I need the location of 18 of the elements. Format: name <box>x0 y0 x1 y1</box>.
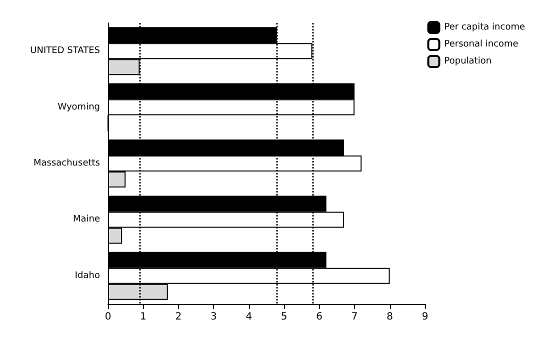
y-tick-label: Maine <box>72 214 100 225</box>
x-tick-label: 0 <box>104 312 112 322</box>
x-tick-label: 6 <box>316 312 323 322</box>
x-tick-label: 9 <box>422 312 428 322</box>
x-tick-label: 4 <box>246 312 252 322</box>
x-tick-label: 7 <box>351 312 358 322</box>
y-tick-label: UNITED STATES <box>30 46 100 56</box>
legend-label: Per capita income <box>444 22 526 32</box>
y-tick-label: Massachusetts <box>33 158 100 168</box>
legend-label: Personal income <box>444 40 519 50</box>
x-tick-label: 8 <box>386 312 393 322</box>
x-tick-label: 5 <box>280 312 288 322</box>
x-tick-label: 1 <box>140 312 146 322</box>
x-tick-label: 2 <box>175 312 182 322</box>
y-tick-label: Wyoming <box>58 102 100 112</box>
y-tick-label: Idaho <box>74 270 100 281</box>
legend-label: Population <box>444 56 492 66</box>
x-tick-label: 3 <box>210 312 217 322</box>
